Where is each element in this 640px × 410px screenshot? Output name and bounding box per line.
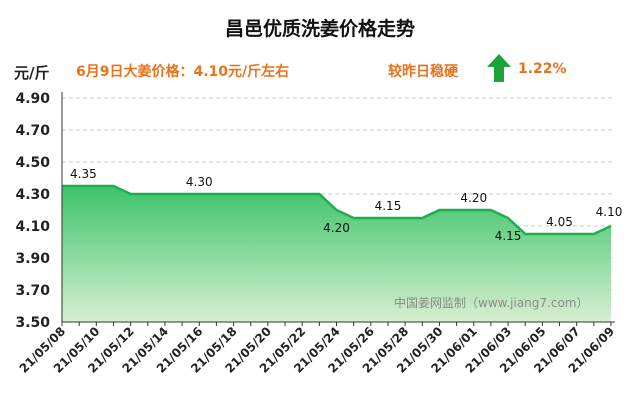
chart-title: 昌邑优质洗姜价格走势 — [224, 18, 415, 40]
data-label: 4.20 — [323, 221, 350, 235]
y-tick-label: 4.70 — [15, 123, 50, 139]
up-arrow-icon — [487, 54, 511, 82]
data-label: 4.30 — [186, 175, 213, 189]
data-label: 4.10 — [596, 205, 623, 219]
watermark: 中国姜网监制（www.jiang7.com） — [394, 296, 589, 310]
y-tick-label: 3.70 — [15, 283, 50, 299]
y-unit-label: 元/斤 — [14, 64, 50, 82]
price-info: 6月9日大姜价格：4.10元/斤左右 — [76, 64, 290, 80]
y-tick-label: 4.90 — [15, 91, 50, 107]
data-label: 4.15 — [375, 199, 402, 213]
series-area — [62, 186, 611, 322]
y-tick-label: 4.30 — [15, 187, 50, 203]
y-tick-label: 3.90 — [15, 251, 50, 267]
trend-text: 较昨日稳硬 — [388, 64, 458, 80]
series-line — [62, 184, 612, 236]
data-label: 4.05 — [546, 215, 573, 229]
y-tick-label: 3.50 — [15, 315, 50, 331]
y-tick-label: 4.50 — [15, 155, 50, 171]
y-tick-label: 4.10 — [15, 219, 50, 235]
trend-percent: 1.22% — [518, 61, 567, 77]
data-label: 4.35 — [70, 167, 97, 181]
data-label: 4.15 — [495, 229, 522, 243]
data-label: 4.20 — [460, 191, 487, 205]
